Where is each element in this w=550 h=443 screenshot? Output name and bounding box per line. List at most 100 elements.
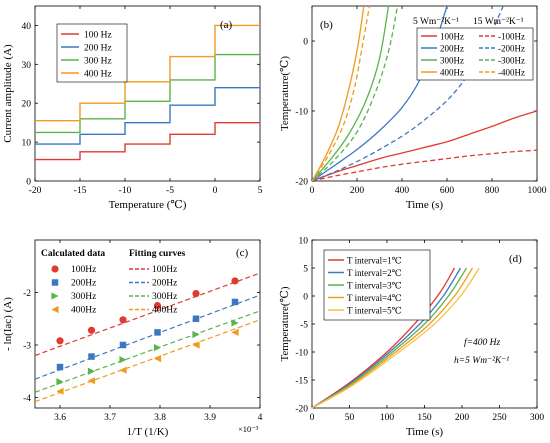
x-tick-label: 200: [455, 413, 470, 423]
x-tick-label: 0: [310, 186, 315, 196]
legend-label: -400Hz: [498, 68, 525, 78]
data-point: [192, 315, 200, 322]
y-tick-label: -4: [23, 394, 31, 404]
data-point: [87, 377, 96, 385]
fit-line: [34, 319, 261, 403]
panel-tag: (a): [220, 19, 233, 31]
x-tick-label: 0: [213, 186, 218, 196]
legend-label: T interval=3℃: [347, 281, 402, 291]
legend-label: 400Hz: [152, 306, 177, 316]
panel-a: -20 -15 -10 -5 0 5 0 10 20 30 40 Temperature (℃) Cur…: [2, 5, 263, 211]
panel-d: 0 50 100 150 200 250 300 -20 -15 -10 -5 0 5 10 Time (s…: [279, 237, 544, 439]
x-tick-label: -15: [74, 186, 87, 196]
x-tick-label: -5: [166, 186, 174, 196]
fit-line: [34, 294, 261, 380]
y-tick-label: 10: [299, 237, 309, 247]
panel-b: 0 200 400 600 800 1000 -20 -10 0 Time (s) Temperat…: [279, 5, 547, 211]
legend-title: Fitting curves: [129, 249, 186, 259]
temperature-series-line: [312, 6, 390, 181]
legend-label: 200Hz: [71, 279, 96, 289]
data-point: [154, 329, 161, 336]
x-tick-label: 50: [345, 413, 355, 423]
legend-label: 400Hz: [71, 306, 96, 316]
x-axis-label: 1/T (1/K): [127, 426, 169, 438]
y-tick-label: 40: [22, 22, 32, 32]
temperature-series-line: [312, 6, 371, 181]
legend-label: -100Hz: [498, 32, 525, 42]
legend-label: 400Hz: [440, 68, 464, 78]
annotation-heat-coefficient: h=5 Wm⁻²K⁻¹: [454, 356, 509, 366]
legend-label: T interval=4℃: [347, 293, 402, 303]
x-multiplier: ×10⁻³: [238, 424, 259, 434]
x-tick-label: 1000: [528, 186, 547, 196]
data-point: [87, 367, 96, 375]
temperature-series-line: [311, 267, 480, 409]
data-point: [51, 292, 59, 300]
step-series-line: [35, 122, 260, 161]
x-tick-label: 800: [485, 186, 500, 196]
x-tick-label: 3.8: [154, 413, 166, 423]
x-tick-label: 600: [440, 186, 455, 196]
legend-label: 200 Hz: [84, 44, 112, 54]
y-axis-label: - ln(Iac) (A): [2, 297, 14, 351]
panel-tag: (d): [509, 253, 522, 265]
legend-label: 300 Hz: [84, 57, 112, 67]
x-tick-label: -20: [29, 186, 42, 196]
y-tick-label: -20: [295, 178, 308, 188]
legend-title: Calculated data: [41, 249, 105, 259]
legend-label: 100Hz: [71, 265, 96, 275]
x-axis-label: Temperature (℃): [109, 199, 187, 211]
legend-label: 300Hz: [71, 292, 96, 302]
data-point: [56, 337, 64, 345]
y-axis-label: Temperature(℃): [279, 56, 291, 131]
legend-label: 100 Hz: [84, 31, 112, 41]
legend-label: 400 Hz: [84, 70, 112, 80]
data-point: [51, 265, 59, 273]
data-point: [51, 279, 59, 286]
y-tick-label: 20: [22, 100, 32, 110]
temperature-series-line: [311, 267, 468, 409]
temperature-series-line: [312, 6, 365, 181]
data-point: [119, 341, 127, 349]
step-series-line: [35, 53, 260, 134]
temperature-series-line: [312, 110, 537, 181]
x-tick-label: 200: [350, 186, 365, 196]
data-point: [119, 366, 127, 374]
legend-label: T interval=1℃: [347, 256, 402, 266]
data-point: [231, 277, 239, 285]
legend-label: 100Hz: [152, 265, 177, 275]
data-point: [88, 353, 95, 360]
data-point: [192, 289, 200, 298]
temperature-series-line: [312, 6, 399, 181]
y-tick-label: -5: [300, 321, 308, 331]
y-tick-label: 0: [303, 38, 308, 48]
temperature-series-line: [312, 149, 537, 181]
data-point: [153, 344, 162, 352]
data-point: [87, 326, 96, 334]
plot-frame: [311, 5, 538, 182]
panel-c: 3.6 3.7 3.8 3.9 4 -4 -3 -2 1/T (1/K) - ln(Iac) (A…: [2, 239, 263, 438]
y-tick-label: 5: [303, 265, 308, 275]
data-point: [119, 356, 127, 364]
x-tick-label: 5: [258, 186, 263, 196]
x-tick-label: 3.9: [204, 413, 216, 423]
x-axis-label: Time (s): [406, 199, 444, 211]
legend-label: -300Hz: [498, 56, 525, 66]
data-point: [56, 363, 64, 371]
y-tick-label: 10: [22, 139, 32, 149]
data-point: [231, 328, 239, 336]
plot-frame: [34, 5, 261, 182]
legend-label: -200Hz: [498, 44, 525, 54]
legend-group-title: 15 Wm⁻²K⁻¹: [473, 17, 524, 27]
y-axis-label: Current amplitude (A): [2, 44, 14, 143]
y-tick-label: -2: [23, 289, 31, 299]
y-tick-label: -10: [295, 349, 308, 359]
y-tick-label: 30: [22, 61, 32, 71]
temperature-series-line: [311, 267, 462, 409]
panel-tag: (c): [236, 247, 249, 259]
legend-label: 300Hz: [152, 292, 177, 302]
data-point: [231, 319, 239, 327]
y-tick-label: 0: [303, 293, 308, 303]
x-tick-label: 0: [310, 413, 315, 423]
